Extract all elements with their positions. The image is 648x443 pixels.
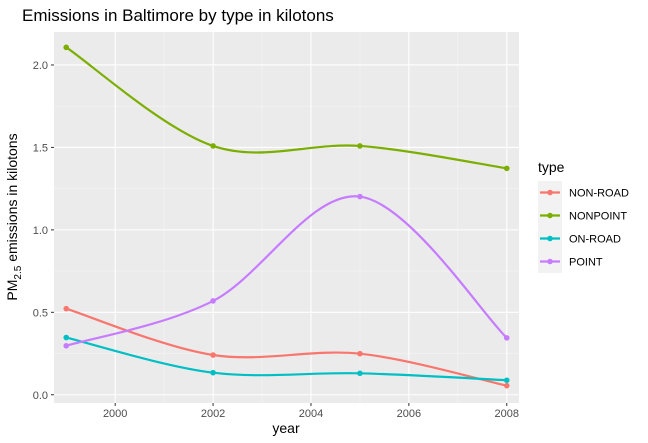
- legend-item-nonpoint: NONPOINT: [538, 204, 627, 227]
- legend-title: type: [538, 159, 565, 175]
- x-axis-title: year: [272, 420, 300, 436]
- chart-title: Emissions in Baltimore by type in kiloto…: [22, 6, 334, 25]
- legend-item-point: POINT: [538, 250, 603, 273]
- plot-panel: [54, 32, 519, 403]
- data-point-nonpoint: [357, 143, 363, 149]
- legend-item-on-road: ON-ROAD: [538, 227, 621, 250]
- series-line-on-road: [65, 336, 507, 382]
- data-point-on-road: [503, 377, 510, 384]
- legend-key-point: [547, 189, 553, 196]
- legend-label: ON-ROAD: [569, 234, 621, 246]
- data-point-on-road: [357, 370, 363, 377]
- series-line-nonpoint: [65, 46, 507, 170]
- data-point-point: [357, 193, 363, 200]
- x-tick-label: 2006: [397, 408, 421, 420]
- data-point-point: [63, 342, 70, 349]
- data-point-non-road: [210, 352, 216, 358]
- data-point-on-road: [210, 369, 216, 376]
- data-point-non-road: [503, 382, 510, 389]
- legend: type NON-ROAD NONPOINT ON-ROAD POINT: [538, 159, 629, 273]
- legend-item-non-road: NON-ROAD: [538, 181, 629, 204]
- x-tick-label: 2002: [201, 408, 225, 420]
- y-tick-label: 0.0: [33, 390, 48, 402]
- data-point-on-road: [63, 334, 70, 341]
- x-tick-label: 2000: [103, 408, 127, 420]
- series-line-non-road: [65, 307, 507, 387]
- y-tick-label: 1.5: [33, 142, 48, 154]
- data-point-point: [503, 335, 510, 341]
- legend-label: POINT: [569, 257, 603, 269]
- grid: [54, 32, 519, 403]
- legend-key-point: [547, 235, 553, 242]
- axis-ticks: 2000 2002 2004 2006 2008 0.0 0.5 1.0 1.5 2.0: [33, 60, 519, 420]
- y-axis-title: PM2.5 emissions in kilotons: [4, 133, 24, 300]
- x-tick-label: 2008: [495, 408, 519, 420]
- legend-key-point: [547, 212, 553, 219]
- legend-label: NON-ROAD: [569, 188, 629, 200]
- y-tick-label: 0.5: [33, 307, 48, 319]
- x-tick-label: 2004: [299, 408, 323, 420]
- data-point-nonpoint: [210, 143, 216, 149]
- data-point-point: [210, 298, 216, 304]
- legend-label: NONPOINT: [569, 211, 627, 223]
- data-point-non-road: [63, 305, 70, 312]
- data-point-nonpoint: [503, 165, 510, 172]
- data-point-nonpoint: [63, 44, 70, 51]
- y-tick-label: 2.0: [33, 60, 48, 72]
- legend-key-point: [547, 258, 553, 265]
- series-layer: [63, 44, 510, 389]
- y-tick-label: 1.0: [33, 225, 48, 237]
- series-line-point: [65, 195, 508, 347]
- data-point-non-road: [357, 350, 363, 357]
